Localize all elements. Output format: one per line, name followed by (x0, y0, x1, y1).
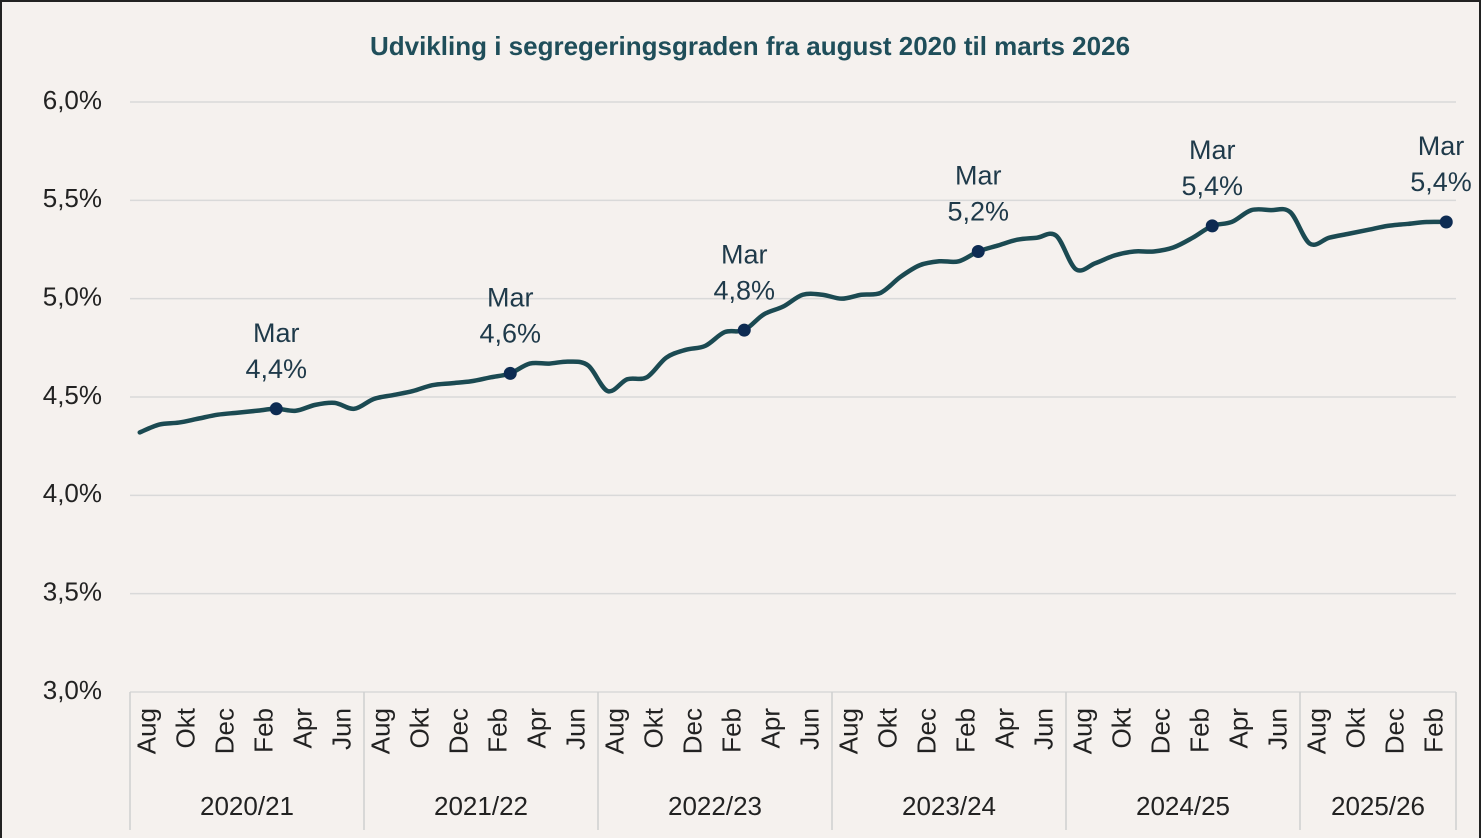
x-tick-label: Aug (1302, 708, 1332, 754)
y-tick-label: 3,0% (43, 675, 102, 705)
x-tick-label: Apr (1224, 708, 1254, 749)
x-tick-label: Okt (171, 707, 201, 748)
group-label: 2022/23 (668, 791, 762, 821)
point-label: Mar (1189, 135, 1236, 165)
x-tick-label: Dec (678, 708, 708, 754)
x-tick-label: Dec (912, 708, 942, 754)
point-label: Mar (487, 283, 534, 313)
point-label: Mar (1418, 131, 1465, 161)
group-label: 2025/26 (1331, 791, 1425, 821)
point-label: Mar (721, 239, 768, 269)
x-tick-label: Jun (1029, 708, 1059, 750)
group-label: 2023/24 (902, 791, 996, 821)
x-tick-label: Aug (132, 708, 162, 754)
data-point (971, 244, 985, 258)
x-tick-label: Okt (1107, 707, 1137, 748)
group-label: 2021/22 (434, 791, 528, 821)
x-tick-label: Dec (210, 708, 240, 754)
x-tick-label: Feb (483, 708, 513, 753)
data-label: 5,4% (1181, 171, 1243, 201)
data-label: 5,2% (947, 197, 1009, 227)
x-tick-label: Feb (1419, 708, 1449, 753)
x-tick-label: Feb (1185, 708, 1215, 753)
data-line (137, 206, 1449, 435)
x-tick-label: Jun (561, 708, 591, 750)
data-label: 4,4% (245, 354, 307, 384)
x-tick-label: Jun (327, 708, 357, 750)
data-point (737, 323, 751, 337)
x-tick-label: Apr (756, 708, 786, 749)
x-tick-label: Dec (444, 708, 474, 754)
y-tick-label: 5,0% (43, 282, 102, 312)
point-label: Mar (253, 318, 300, 348)
group-label: 2020/21 (200, 791, 294, 821)
x-tick-label: Aug (366, 708, 396, 754)
y-tick-label: 6,0% (43, 85, 102, 115)
x-tick-label: Apr (522, 708, 552, 749)
x-tick-label: Feb (951, 708, 981, 753)
data-label: 4,6% (479, 319, 541, 349)
y-tick-label: 4,0% (43, 478, 102, 508)
x-tick-label: Aug (834, 708, 864, 754)
data-point (1439, 215, 1453, 229)
data-point (1205, 219, 1219, 233)
x-tick-label: Jun (1263, 708, 1293, 750)
x-tick-label: Aug (1068, 708, 1098, 754)
data-label: 5,4% (1410, 167, 1472, 197)
data-point (269, 402, 283, 416)
group-label: 2024/25 (1136, 791, 1230, 821)
y-tick-label: 3,5% (43, 577, 102, 607)
x-tick-label: Apr (288, 708, 318, 749)
x-tick-label: Okt (873, 707, 903, 748)
x-tick-label: Okt (405, 707, 435, 748)
x-tick-label: Apr (990, 708, 1020, 749)
x-tick-label: Feb (717, 708, 747, 753)
x-tick-label: Dec (1380, 708, 1410, 754)
x-tick-label: Aug (600, 708, 630, 754)
x-tick-label: Okt (1341, 707, 1371, 748)
x-tick-label: Dec (1146, 708, 1176, 754)
data-point (503, 366, 517, 380)
x-tick-label: Jun (795, 708, 825, 750)
y-tick-label: 4,5% (43, 380, 102, 410)
point-label: Mar (955, 161, 1002, 191)
y-tick-label: 5,5% (43, 183, 102, 213)
data-label: 4,8% (713, 275, 775, 305)
x-tick-label: Feb (249, 708, 279, 753)
x-tick-label: Okt (639, 707, 669, 748)
chart-title: Udvikling i segregeringsgraden fra augus… (370, 31, 1130, 61)
